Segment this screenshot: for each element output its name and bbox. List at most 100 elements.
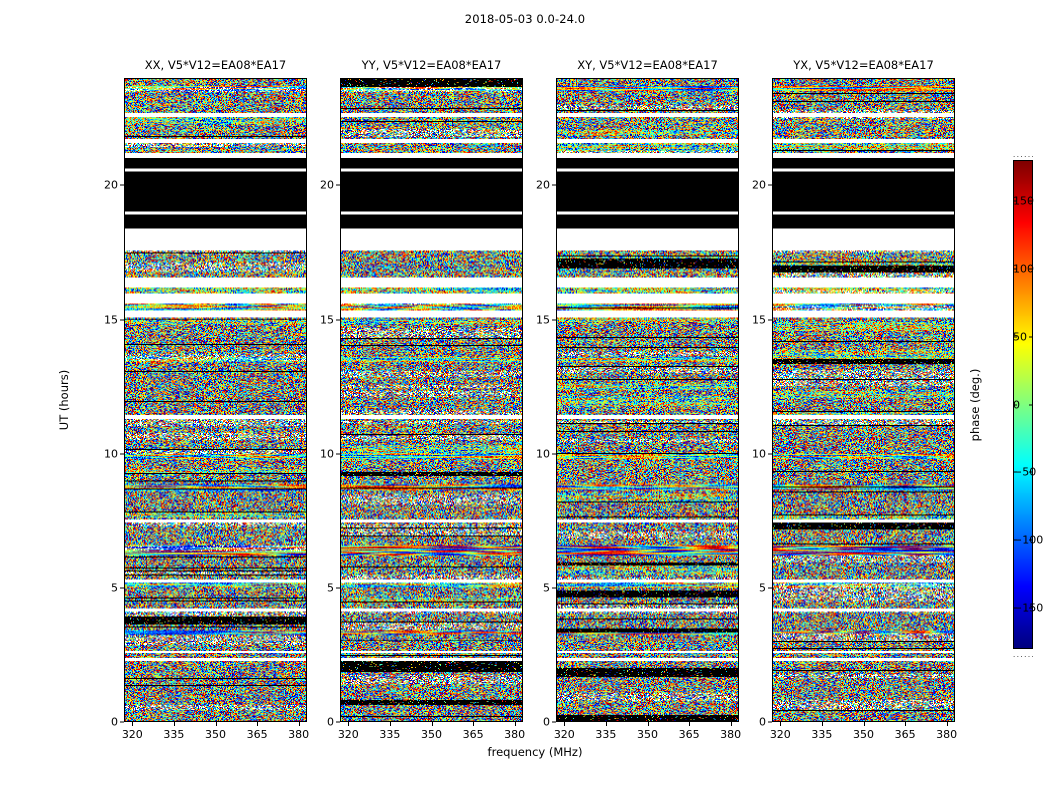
- y-tick-mark: [552, 184, 556, 186]
- y-tick-label: 15: [104, 313, 118, 326]
- colorbar-tick-mark: [1013, 268, 1017, 270]
- x-tick-mark: [946, 722, 948, 726]
- y-tick-label: 5: [759, 581, 766, 595]
- x-tick-label: 350: [421, 728, 442, 741]
- waterfall-image-yx: [773, 79, 954, 721]
- x-tick-mark: [431, 722, 433, 726]
- x-tick-mark: [730, 722, 732, 726]
- x-tick-mark: [173, 722, 175, 726]
- x-tick-mark: [215, 722, 217, 726]
- y-tick-mark: [120, 453, 124, 455]
- x-tick-label: 320: [769, 728, 791, 741]
- x-tick-label: 320: [121, 728, 143, 741]
- y-tick-label: 20: [752, 178, 766, 192]
- x-tick-label: 365: [678, 728, 700, 741]
- subplot-title-yx: YX, V5*V12=EA08*EA17: [793, 58, 934, 72]
- x-tick-label: 335: [811, 728, 833, 741]
- x-tick-label: 350: [637, 728, 658, 741]
- colorbar-label: phase (deg.): [968, 368, 982, 442]
- y-tick-mark: [768, 587, 772, 589]
- colorbar-tick-mark-inner: [1029, 268, 1033, 270]
- x-tick-mark: [514, 722, 516, 726]
- x-tick-mark: [863, 722, 865, 726]
- y-tick-mark: [120, 319, 124, 320]
- x-tick-label: 350: [205, 728, 226, 741]
- y-tick-mark: [552, 587, 556, 589]
- x-tick-label: 380: [288, 728, 310, 741]
- x-axis-label: frequency (MHz): [487, 745, 583, 759]
- x-tick-label: 335: [595, 728, 617, 741]
- x-tick-label: 350: [853, 728, 874, 741]
- colorbar-tick-mark-inner: [1029, 404, 1033, 405]
- axes-frame: [556, 78, 739, 722]
- y-tick-mark: [552, 319, 556, 320]
- subplot-title-yy: YY, V5*V12=EA08*EA17: [361, 58, 502, 72]
- y-tick-mark: [336, 721, 340, 723]
- colorbar-tick-mark: [1013, 607, 1017, 609]
- colorbar-tick-mark-inner: [1029, 607, 1033, 609]
- x-tick-label: 335: [379, 728, 401, 741]
- subplot-yy[interactable]: YY, V5*V12=EA08*EA17 0 5 10 15 20 320 335 350 365…: [320, 58, 525, 741]
- x-tick-label: 380: [720, 728, 742, 741]
- x-tick-label: 365: [246, 728, 268, 741]
- y-tick-mark: [768, 184, 772, 186]
- axes-frame: [124, 78, 307, 722]
- y-tick-mark: [768, 319, 772, 320]
- subplot-xx[interactable]: XX, V5*V12=EA08*EA17 0 5 10 15 20 320 335 350 365…: [104, 58, 309, 741]
- x-tick-label: 380: [936, 728, 958, 741]
- axes-frame: [772, 78, 955, 722]
- x-tick-mark: [132, 722, 134, 726]
- y-tick-label: 15: [536, 313, 550, 326]
- x-tick-label: 320: [337, 728, 359, 741]
- y-tick-label: 20: [536, 178, 550, 192]
- y-tick-mark: [336, 587, 340, 589]
- x-tick-label: 365: [462, 728, 484, 741]
- figure-suptitle: 2018-05-03 0.0-24.0: [464, 12, 586, 26]
- y-tick-label: 15: [320, 313, 334, 326]
- y-tick-label: 15: [752, 313, 766, 326]
- y-tick-label: 20: [320, 178, 334, 192]
- waterfall-image-yy: [341, 79, 522, 721]
- colorbar-tick-mark: [1013, 200, 1017, 202]
- x-tick-mark: [689, 722, 691, 726]
- colorbar-tick-mark-inner: [1029, 471, 1033, 473]
- waterfall-image-xy: [557, 79, 738, 721]
- colorbar-extend-bottom: ......: [1013, 651, 1033, 659]
- y-tick-mark: [336, 453, 340, 455]
- x-tick-mark: [257, 722, 259, 726]
- subplot-title-xx: XX, V5*V12=EA08*EA17: [144, 58, 287, 72]
- x-tick-mark: [564, 722, 566, 726]
- y-tick-label: 0: [759, 715, 766, 729]
- x-tick-label: 335: [163, 728, 185, 741]
- x-tick-mark: [605, 722, 607, 726]
- x-tick-mark: [647, 722, 649, 726]
- x-tick-mark: [905, 722, 907, 726]
- colorbar-tick-mark: [1013, 539, 1017, 541]
- y-tick-label: 0: [543, 715, 550, 729]
- subplot-xy[interactable]: XY, V5*V12=EA08*EA17 0 5 10 15 20 320 335 350 365…: [536, 58, 741, 741]
- y-tick-label: 20: [104, 178, 118, 192]
- y-tick-mark: [768, 721, 772, 723]
- y-tick-mark: [552, 721, 556, 723]
- y-tick-label: 5: [111, 581, 118, 595]
- x-tick-mark: [780, 722, 782, 726]
- colorbar-tick-mark: [1013, 471, 1017, 473]
- y-tick-mark: [336, 319, 340, 320]
- x-tick-mark: [348, 722, 350, 726]
- y-tick-label: 5: [543, 581, 550, 595]
- y-tick-label: 5: [327, 581, 334, 595]
- x-tick-mark: [821, 722, 823, 726]
- y-tick-mark: [336, 184, 340, 186]
- y-tick-label: 0: [111, 715, 118, 729]
- y-tick-label: 10: [752, 447, 766, 461]
- colorbar-tick-mark-inner: [1029, 539, 1033, 541]
- x-tick-label: 320: [553, 728, 575, 741]
- x-tick-mark: [473, 722, 475, 726]
- y-tick-mark: [552, 453, 556, 455]
- x-tick-mark: [298, 722, 300, 726]
- x-tick-label: 380: [504, 728, 526, 741]
- y-axis-label: UT (hours): [57, 369, 71, 431]
- subplot-yx[interactable]: YX, V5*V12=EA08*EA17 0 5 10 15 20 320 335 350 365…: [752, 58, 957, 741]
- y-tick-label: 10: [536, 447, 550, 461]
